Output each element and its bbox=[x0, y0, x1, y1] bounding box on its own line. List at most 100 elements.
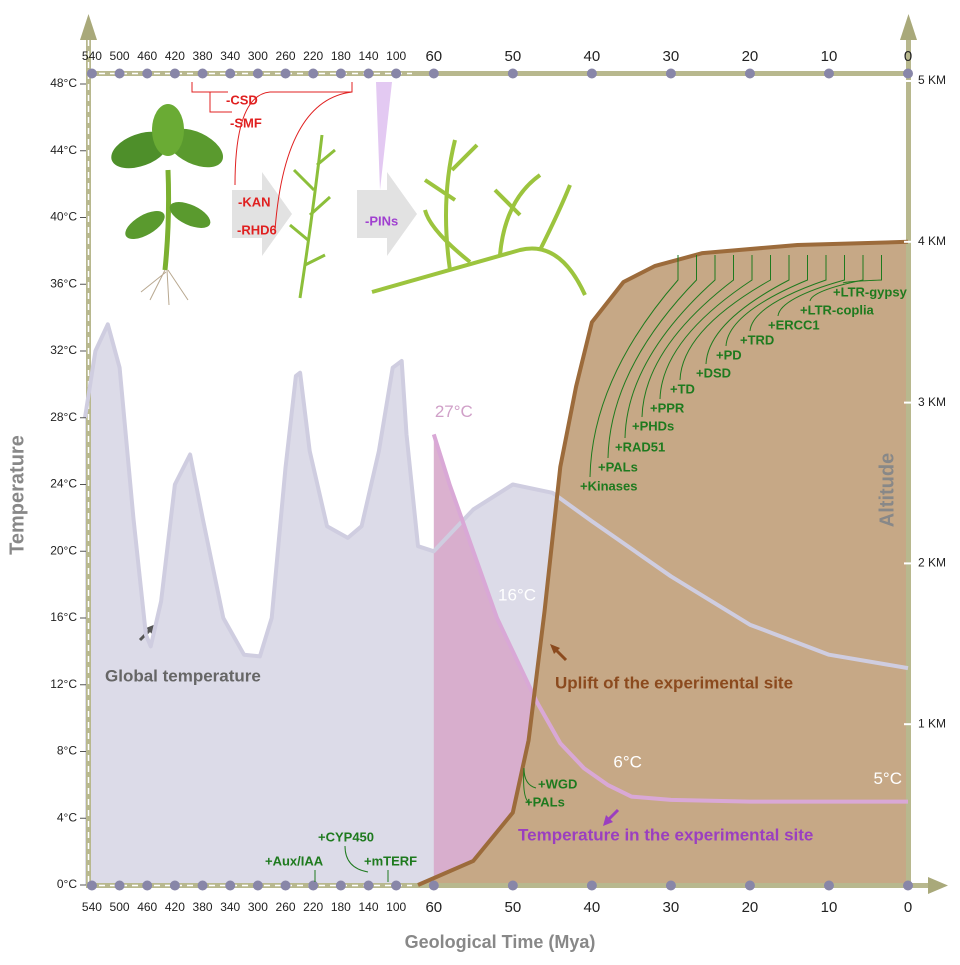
plant-illustration bbox=[371, 139, 587, 296]
value-label: 5°C bbox=[873, 769, 902, 788]
annotation-arrow bbox=[606, 808, 620, 822]
x-tick bbox=[586, 880, 597, 891]
y-tick-label: 20°C bbox=[50, 543, 77, 557]
top-axis-bar bbox=[86, 71, 911, 76]
gene-loss: -RHD6 bbox=[237, 222, 277, 237]
area-fill bbox=[418, 241, 908, 886]
leader-line bbox=[659, 255, 753, 400]
x-tick-label: 460 bbox=[137, 49, 157, 63]
leader-line bbox=[314, 845, 389, 882]
x-tick bbox=[169, 68, 180, 79]
gene-gain: +LTR-coplia bbox=[800, 302, 875, 317]
gene-gain: +TRD bbox=[740, 332, 774, 347]
annotation-arrow bbox=[554, 648, 568, 662]
leader-line bbox=[679, 255, 771, 381]
x-tick bbox=[363, 880, 374, 891]
x-tick bbox=[428, 880, 439, 891]
x-tick bbox=[114, 880, 125, 891]
y-tick-label: 44°C bbox=[50, 143, 77, 157]
x-tick bbox=[823, 880, 834, 891]
x-tick bbox=[197, 68, 208, 79]
y-tick-label: 32°C bbox=[50, 343, 77, 357]
x-tick-label: 40 bbox=[584, 48, 601, 65]
x-tick-label: 340 bbox=[220, 49, 240, 63]
gene-loss: -KAN bbox=[238, 194, 271, 209]
y-tick-label: 8°C bbox=[57, 744, 77, 758]
gene-gain: +PHDs bbox=[632, 418, 674, 433]
leader-line bbox=[705, 255, 790, 365]
x-tick bbox=[391, 68, 402, 79]
x-tick-label: 100 bbox=[386, 900, 406, 914]
x-tick bbox=[507, 68, 518, 79]
x-tick-label: 40 bbox=[584, 899, 601, 916]
x-tick bbox=[86, 880, 97, 891]
x-tick bbox=[586, 68, 597, 79]
right-axis-bar bbox=[906, 36, 911, 887]
y-tick-label: 24°C bbox=[50, 477, 77, 491]
gene-gain: +CYP450 bbox=[318, 829, 374, 844]
gene-gain: +Kinases bbox=[580, 478, 637, 493]
series-line bbox=[417, 239, 909, 887]
value-label: 16°C bbox=[498, 585, 536, 604]
x-tick-label: 220 bbox=[303, 900, 323, 914]
gene-gain: +RAD51 bbox=[615, 439, 665, 454]
x-tick bbox=[142, 68, 153, 79]
y-tick-label: 28°C bbox=[50, 410, 77, 424]
annotation-arrow bbox=[550, 644, 560, 654]
x-tick-label: 420 bbox=[165, 900, 185, 914]
y2-tick-label: 4 KM bbox=[918, 234, 946, 248]
process-arrow bbox=[357, 172, 417, 256]
x-tick bbox=[142, 880, 153, 891]
value-label: 6°C bbox=[613, 752, 642, 771]
x-tick-label: 20 bbox=[742, 899, 759, 916]
x-tick bbox=[665, 880, 676, 891]
axis-arrow bbox=[928, 877, 948, 894]
x-tick-label: 460 bbox=[137, 900, 157, 914]
series-annotation: Temperature in the experimental site bbox=[518, 825, 813, 844]
x-tick bbox=[225, 880, 236, 891]
x-tick-label: 540 bbox=[82, 49, 102, 63]
y-tick-label: 48°C bbox=[50, 76, 77, 90]
plant-illustration bbox=[111, 104, 224, 306]
gene-gain: +TD bbox=[670, 381, 695, 396]
x-tick bbox=[308, 880, 319, 891]
x-tick bbox=[744, 880, 755, 891]
x-tick bbox=[197, 880, 208, 891]
x-tick-label: 140 bbox=[358, 49, 378, 63]
y2-tick-label: 2 KM bbox=[918, 556, 946, 570]
gene-gain: +PALs bbox=[525, 794, 565, 809]
gene-gain: +ERCC1 bbox=[768, 317, 820, 332]
x-tick-label: 60 bbox=[425, 899, 442, 916]
gene-gain: +PPR bbox=[650, 400, 685, 415]
y-axis-title: Temperature bbox=[6, 435, 28, 555]
x-tick-label: 540 bbox=[82, 900, 102, 914]
x-tick bbox=[823, 68, 834, 79]
y-tick-label: 0°C bbox=[57, 877, 77, 891]
leader-line bbox=[624, 255, 716, 439]
gene-gain: +WGD bbox=[538, 776, 577, 791]
x-tick-label: 380 bbox=[193, 900, 213, 914]
x-tick bbox=[86, 68, 97, 79]
x-tick-label: 500 bbox=[110, 900, 130, 914]
axis-arrow bbox=[900, 14, 917, 40]
x-tick bbox=[903, 68, 913, 79]
gene-gain: +DSD bbox=[696, 365, 731, 380]
x-tick-label: 50 bbox=[504, 48, 521, 65]
y-tick-label: 16°C bbox=[50, 610, 77, 624]
leader-line bbox=[607, 255, 697, 459]
gene-gain: +PALs bbox=[598, 459, 638, 474]
x-tick bbox=[225, 68, 236, 79]
leader-line bbox=[641, 255, 734, 418]
leader-line bbox=[589, 255, 679, 478]
plant-illustration bbox=[289, 134, 336, 299]
pin-wedge bbox=[376, 82, 392, 190]
y-tick-label: 12°C bbox=[50, 677, 77, 691]
x-tick-label: 260 bbox=[276, 900, 296, 914]
gene-gain: +PD bbox=[716, 347, 742, 362]
gene-gain: +mTERF bbox=[364, 853, 417, 868]
series-line bbox=[83, 322, 909, 671]
leader-line bbox=[809, 255, 864, 302]
x-tick-label: 300 bbox=[248, 900, 268, 914]
x-tick bbox=[335, 880, 346, 891]
y-tick-label: 40°C bbox=[50, 210, 77, 224]
